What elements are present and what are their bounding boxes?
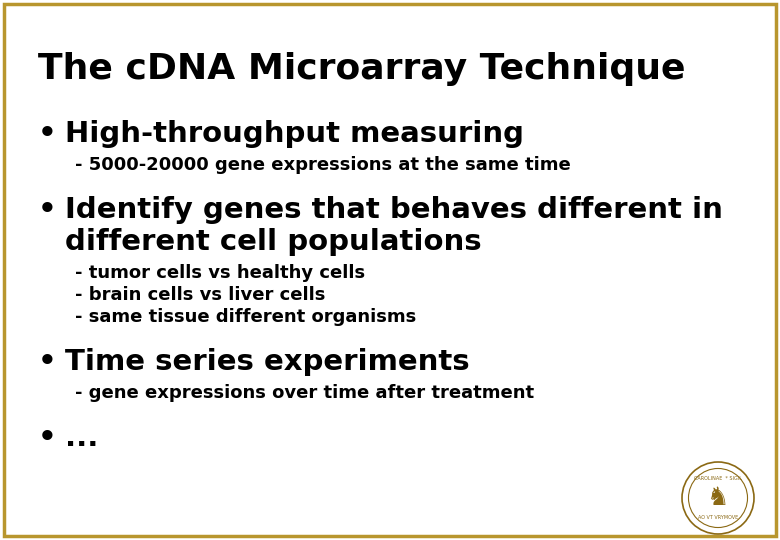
Text: Time series experiments: Time series experiments (65, 348, 470, 376)
Text: •: • (38, 120, 57, 148)
Text: Identify genes that behaves different in
different cell populations: Identify genes that behaves different in… (65, 196, 723, 256)
Text: - same tissue different organisms: - same tissue different organisms (75, 308, 417, 326)
Text: CAROLINAE  * SIGIL: CAROLINAE * SIGIL (694, 476, 742, 481)
Text: •: • (38, 424, 57, 452)
Text: •: • (38, 348, 57, 376)
Text: AO VT VRYMOVE: AO VT VRYMOVE (698, 515, 738, 521)
Text: - gene expressions over time after treatment: - gene expressions over time after treat… (75, 384, 534, 402)
FancyBboxPatch shape (4, 4, 776, 536)
Text: - 5000-20000 gene expressions at the same time: - 5000-20000 gene expressions at the sam… (75, 156, 571, 174)
Text: - tumor cells vs healthy cells: - tumor cells vs healthy cells (75, 264, 365, 282)
Text: - brain cells vs liver cells: - brain cells vs liver cells (75, 286, 325, 304)
Text: ♞: ♞ (707, 486, 729, 510)
Text: The cDNA Microarray Technique: The cDNA Microarray Technique (38, 52, 686, 86)
Text: •: • (38, 196, 57, 224)
Text: ...: ... (65, 424, 98, 452)
Text: High-throughput measuring: High-throughput measuring (65, 120, 524, 148)
